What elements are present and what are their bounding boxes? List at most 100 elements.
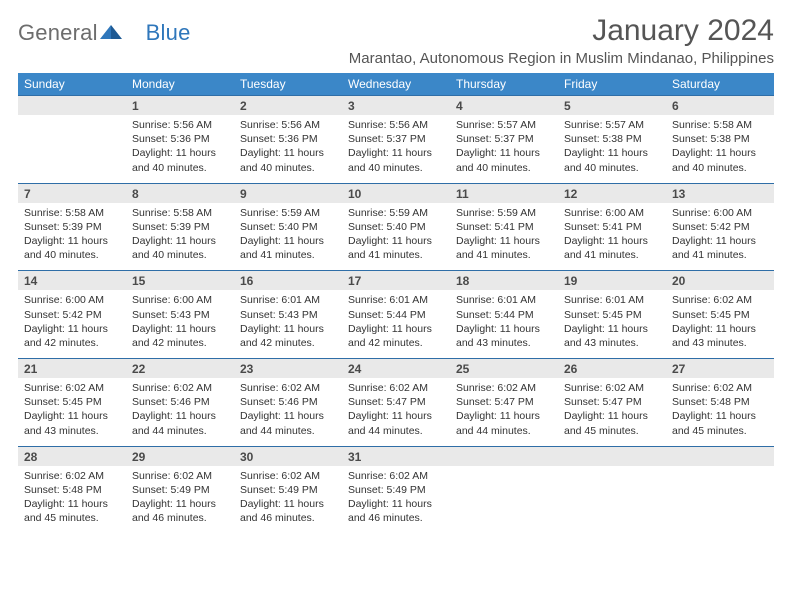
day-detail: Sunrise: 6:00 AMSunset: 5:42 PMDaylight:…	[18, 290, 126, 358]
day-number: 24	[342, 359, 450, 379]
day-number: 7	[18, 183, 126, 203]
daylight-line: Daylight: 11 hours and 43 minutes.	[456, 322, 552, 350]
sunrise-line: Sunrise: 6:02 AM	[348, 469, 444, 483]
sunrise-line: Sunrise: 6:02 AM	[132, 381, 228, 395]
day-number: 13	[666, 183, 774, 203]
sunrise-line: Sunrise: 6:02 AM	[456, 381, 552, 395]
empty-cell	[450, 446, 558, 466]
sunset-line: Sunset: 5:38 PM	[672, 132, 768, 146]
day-number: 4	[450, 96, 558, 116]
dow-header: Monday	[126, 73, 234, 96]
day-of-week-row: Sunday Monday Tuesday Wednesday Thursday…	[18, 73, 774, 96]
day-number: 23	[234, 359, 342, 379]
month-title: January 2024	[349, 14, 774, 48]
day-detail: Sunrise: 5:56 AMSunset: 5:36 PMDaylight:…	[234, 115, 342, 183]
sunrise-line: Sunrise: 5:58 AM	[24, 206, 120, 220]
sunrise-line: Sunrise: 6:02 AM	[672, 293, 768, 307]
sunrise-line: Sunrise: 6:00 AM	[672, 206, 768, 220]
sunset-line: Sunset: 5:47 PM	[456, 395, 552, 409]
day-detail: Sunrise: 6:02 AMSunset: 5:47 PMDaylight:…	[342, 378, 450, 446]
day-detail: Sunrise: 6:02 AMSunset: 5:45 PMDaylight:…	[666, 290, 774, 358]
sunset-line: Sunset: 5:39 PM	[24, 220, 120, 234]
day-number: 26	[558, 359, 666, 379]
day-detail: Sunrise: 6:02 AMSunset: 5:49 PMDaylight:…	[342, 466, 450, 534]
day-detail: Sunrise: 6:00 AMSunset: 5:41 PMDaylight:…	[558, 203, 666, 271]
day-detail: Sunrise: 6:02 AMSunset: 5:48 PMDaylight:…	[666, 378, 774, 446]
calendar-page: General Blue January 2024 Marantao, Auto…	[0, 0, 792, 533]
daylight-line: Daylight: 11 hours and 40 minutes.	[672, 146, 768, 174]
sunset-line: Sunset: 5:40 PM	[348, 220, 444, 234]
week-detail-row: Sunrise: 6:02 AMSunset: 5:48 PMDaylight:…	[18, 466, 774, 534]
daylight-line: Daylight: 11 hours and 43 minutes.	[24, 409, 120, 437]
week-daynum-row: 28293031	[18, 446, 774, 466]
day-number: 2	[234, 96, 342, 116]
daylight-line: Daylight: 11 hours and 40 minutes.	[240, 146, 336, 174]
week-detail-row: Sunrise: 6:00 AMSunset: 5:42 PMDaylight:…	[18, 290, 774, 358]
sunrise-line: Sunrise: 6:01 AM	[240, 293, 336, 307]
location-subtitle: Marantao, Autonomous Region in Muslim Mi…	[349, 50, 774, 67]
day-number: 27	[666, 359, 774, 379]
sunrise-line: Sunrise: 5:58 AM	[672, 118, 768, 132]
week-detail-row: Sunrise: 5:56 AMSunset: 5:36 PMDaylight:…	[18, 115, 774, 183]
title-block: January 2024 Marantao, Autonomous Region…	[349, 14, 774, 67]
daylight-line: Daylight: 11 hours and 40 minutes.	[564, 146, 660, 174]
empty-cell	[666, 466, 774, 534]
calendar-body: 123456Sunrise: 5:56 AMSunset: 5:36 PMDay…	[18, 96, 774, 534]
day-number: 5	[558, 96, 666, 116]
daylight-line: Daylight: 11 hours and 41 minutes.	[672, 234, 768, 262]
sunrise-line: Sunrise: 5:59 AM	[348, 206, 444, 220]
sunset-line: Sunset: 5:43 PM	[132, 308, 228, 322]
sunrise-line: Sunrise: 5:56 AM	[348, 118, 444, 132]
sunrise-line: Sunrise: 6:00 AM	[132, 293, 228, 307]
day-detail: Sunrise: 6:01 AMSunset: 5:45 PMDaylight:…	[558, 290, 666, 358]
day-detail: Sunrise: 5:59 AMSunset: 5:40 PMDaylight:…	[234, 203, 342, 271]
sunrise-line: Sunrise: 6:02 AM	[564, 381, 660, 395]
dow-header: Sunday	[18, 73, 126, 96]
day-detail: Sunrise: 6:02 AMSunset: 5:48 PMDaylight:…	[18, 466, 126, 534]
sunset-line: Sunset: 5:47 PM	[564, 395, 660, 409]
page-header: General Blue January 2024 Marantao, Auto…	[18, 14, 774, 67]
daylight-line: Daylight: 11 hours and 45 minutes.	[672, 409, 768, 437]
day-detail: Sunrise: 6:00 AMSunset: 5:42 PMDaylight:…	[666, 203, 774, 271]
day-number: 29	[126, 446, 234, 466]
daylight-line: Daylight: 11 hours and 44 minutes.	[456, 409, 552, 437]
week-daynum-row: 123456	[18, 96, 774, 116]
day-detail: Sunrise: 6:01 AMSunset: 5:43 PMDaylight:…	[234, 290, 342, 358]
daylight-line: Daylight: 11 hours and 42 minutes.	[132, 322, 228, 350]
day-number: 25	[450, 359, 558, 379]
empty-cell	[18, 115, 126, 183]
empty-cell	[450, 466, 558, 534]
daylight-line: Daylight: 11 hours and 41 minutes.	[456, 234, 552, 262]
sunset-line: Sunset: 5:45 PM	[24, 395, 120, 409]
daylight-line: Daylight: 11 hours and 40 minutes.	[132, 234, 228, 262]
day-number: 19	[558, 271, 666, 291]
empty-cell	[558, 446, 666, 466]
day-detail: Sunrise: 6:02 AMSunset: 5:49 PMDaylight:…	[234, 466, 342, 534]
day-number: 18	[450, 271, 558, 291]
sunset-line: Sunset: 5:49 PM	[240, 483, 336, 497]
day-detail: Sunrise: 5:59 AMSunset: 5:41 PMDaylight:…	[450, 203, 558, 271]
empty-cell	[18, 96, 126, 116]
week-daynum-row: 21222324252627	[18, 359, 774, 379]
sunset-line: Sunset: 5:39 PM	[132, 220, 228, 234]
sunrise-line: Sunrise: 6:01 AM	[348, 293, 444, 307]
sunset-line: Sunset: 5:48 PM	[672, 395, 768, 409]
day-detail: Sunrise: 6:00 AMSunset: 5:43 PMDaylight:…	[126, 290, 234, 358]
daylight-line: Daylight: 11 hours and 44 minutes.	[132, 409, 228, 437]
day-number: 21	[18, 359, 126, 379]
dow-header: Saturday	[666, 73, 774, 96]
sunset-line: Sunset: 5:41 PM	[456, 220, 552, 234]
day-number: 9	[234, 183, 342, 203]
day-detail: Sunrise: 6:01 AMSunset: 5:44 PMDaylight:…	[342, 290, 450, 358]
day-number: 22	[126, 359, 234, 379]
day-number: 30	[234, 446, 342, 466]
day-detail: Sunrise: 6:02 AMSunset: 5:49 PMDaylight:…	[126, 466, 234, 534]
day-number: 20	[666, 271, 774, 291]
sunrise-line: Sunrise: 6:02 AM	[132, 469, 228, 483]
daylight-line: Daylight: 11 hours and 41 minutes.	[240, 234, 336, 262]
sunrise-line: Sunrise: 6:00 AM	[564, 206, 660, 220]
day-number: 17	[342, 271, 450, 291]
sunrise-line: Sunrise: 5:59 AM	[456, 206, 552, 220]
daylight-line: Daylight: 11 hours and 40 minutes.	[456, 146, 552, 174]
sunset-line: Sunset: 5:37 PM	[456, 132, 552, 146]
